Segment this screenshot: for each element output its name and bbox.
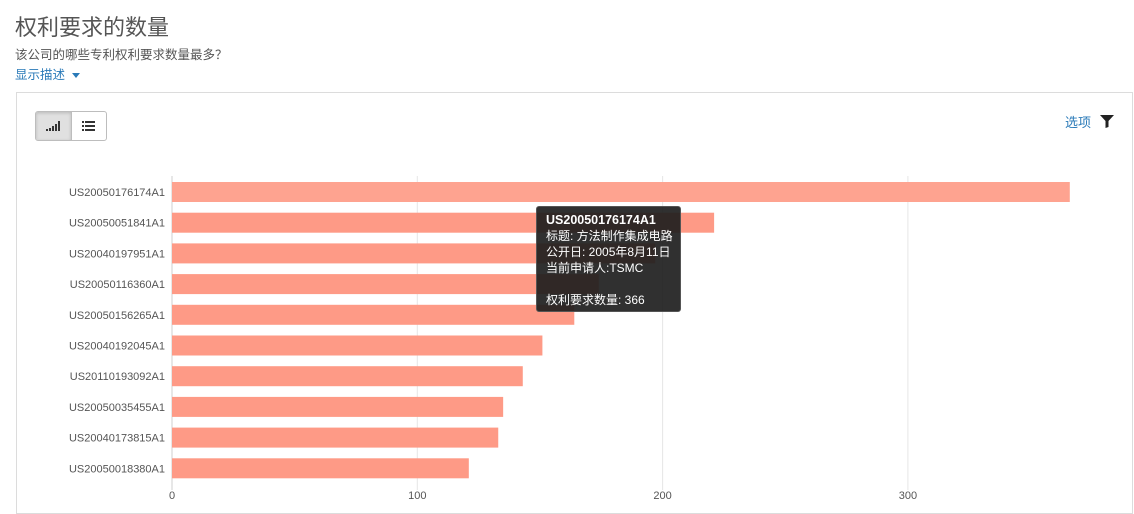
filter-icon	[1100, 115, 1114, 128]
bar-US20050176174A1	[172, 182, 1070, 202]
category-label-US20050116360A1: US20050116360A1	[70, 279, 165, 291]
show-description-toggle[interactable]: 显示描述	[15, 64, 81, 83]
category-label-US20040173815A1: US20040173815A1	[69, 433, 165, 445]
x-tick-label-200: 200	[653, 490, 671, 502]
bar-US20110193092A1	[172, 366, 523, 387]
x-tick-label-300: 300	[899, 490, 917, 502]
bar-US20040192045A1	[172, 335, 543, 356]
bar-US20040173815A1	[172, 427, 499, 448]
options-label: 选项	[1064, 116, 1091, 131]
bar-chart-icon	[46, 121, 61, 131]
category-label-US20040192045A1: US20040192045A1	[69, 341, 165, 353]
category-label-US20050051841A1: US20050051841A1	[69, 218, 165, 230]
bar-US20050035455A1	[172, 396, 504, 417]
page-title: 权利要求的数量	[15, 16, 170, 41]
category-label-US20050035455A1: US20050035455A1	[69, 402, 165, 414]
bar-US20050156265A1	[172, 304, 575, 325]
list-icon	[82, 121, 96, 131]
page-subtitle: 该公司的哪些专利权利要求数量最多？	[15, 47, 228, 62]
caret-down-icon	[72, 73, 81, 78]
x-tick-label-0: 0	[169, 490, 175, 502]
bar-US20050116360A1	[172, 274, 599, 295]
bar-US20050018380A1	[172, 458, 469, 479]
category-label-US20050176174A1: US20050176174A1	[69, 187, 165, 199]
tooltip-claims-line: 权利要求数量: 366	[546, 293, 645, 307]
category-label-US20040197951A1: US20040197951A1	[69, 248, 165, 260]
tooltip-title-line: 标题: 方法制作集成电路	[546, 229, 673, 243]
chart-tooltip: US20050176174A1 标题: 方法制作集成电路 公开日: 2005年8…	[536, 206, 681, 312]
chart-view-button[interactable]	[36, 112, 71, 140]
tooltip-publish-line: 公开日: 2005年8月11日	[546, 245, 671, 259]
category-label-US20050018380A1: US20050018380A1	[69, 463, 165, 475]
show-description-label: 显示描述	[15, 67, 66, 82]
list-view-button[interactable]	[70, 112, 107, 140]
view-toggle	[35, 111, 107, 141]
x-tick-label-100: 100	[408, 490, 426, 502]
tooltip-applicant-line: 当前申请人:TSMC	[546, 261, 644, 275]
bar-US20040197951A1	[172, 243, 656, 264]
tooltip-patent: US20050176174A1	[546, 213, 656, 227]
options-button[interactable]: 选项	[1065, 112, 1114, 131]
category-label-US20110193092A1: US20110193092A1	[70, 371, 165, 383]
category-label-US20050156265A1: US20050156265A1	[69, 310, 165, 322]
